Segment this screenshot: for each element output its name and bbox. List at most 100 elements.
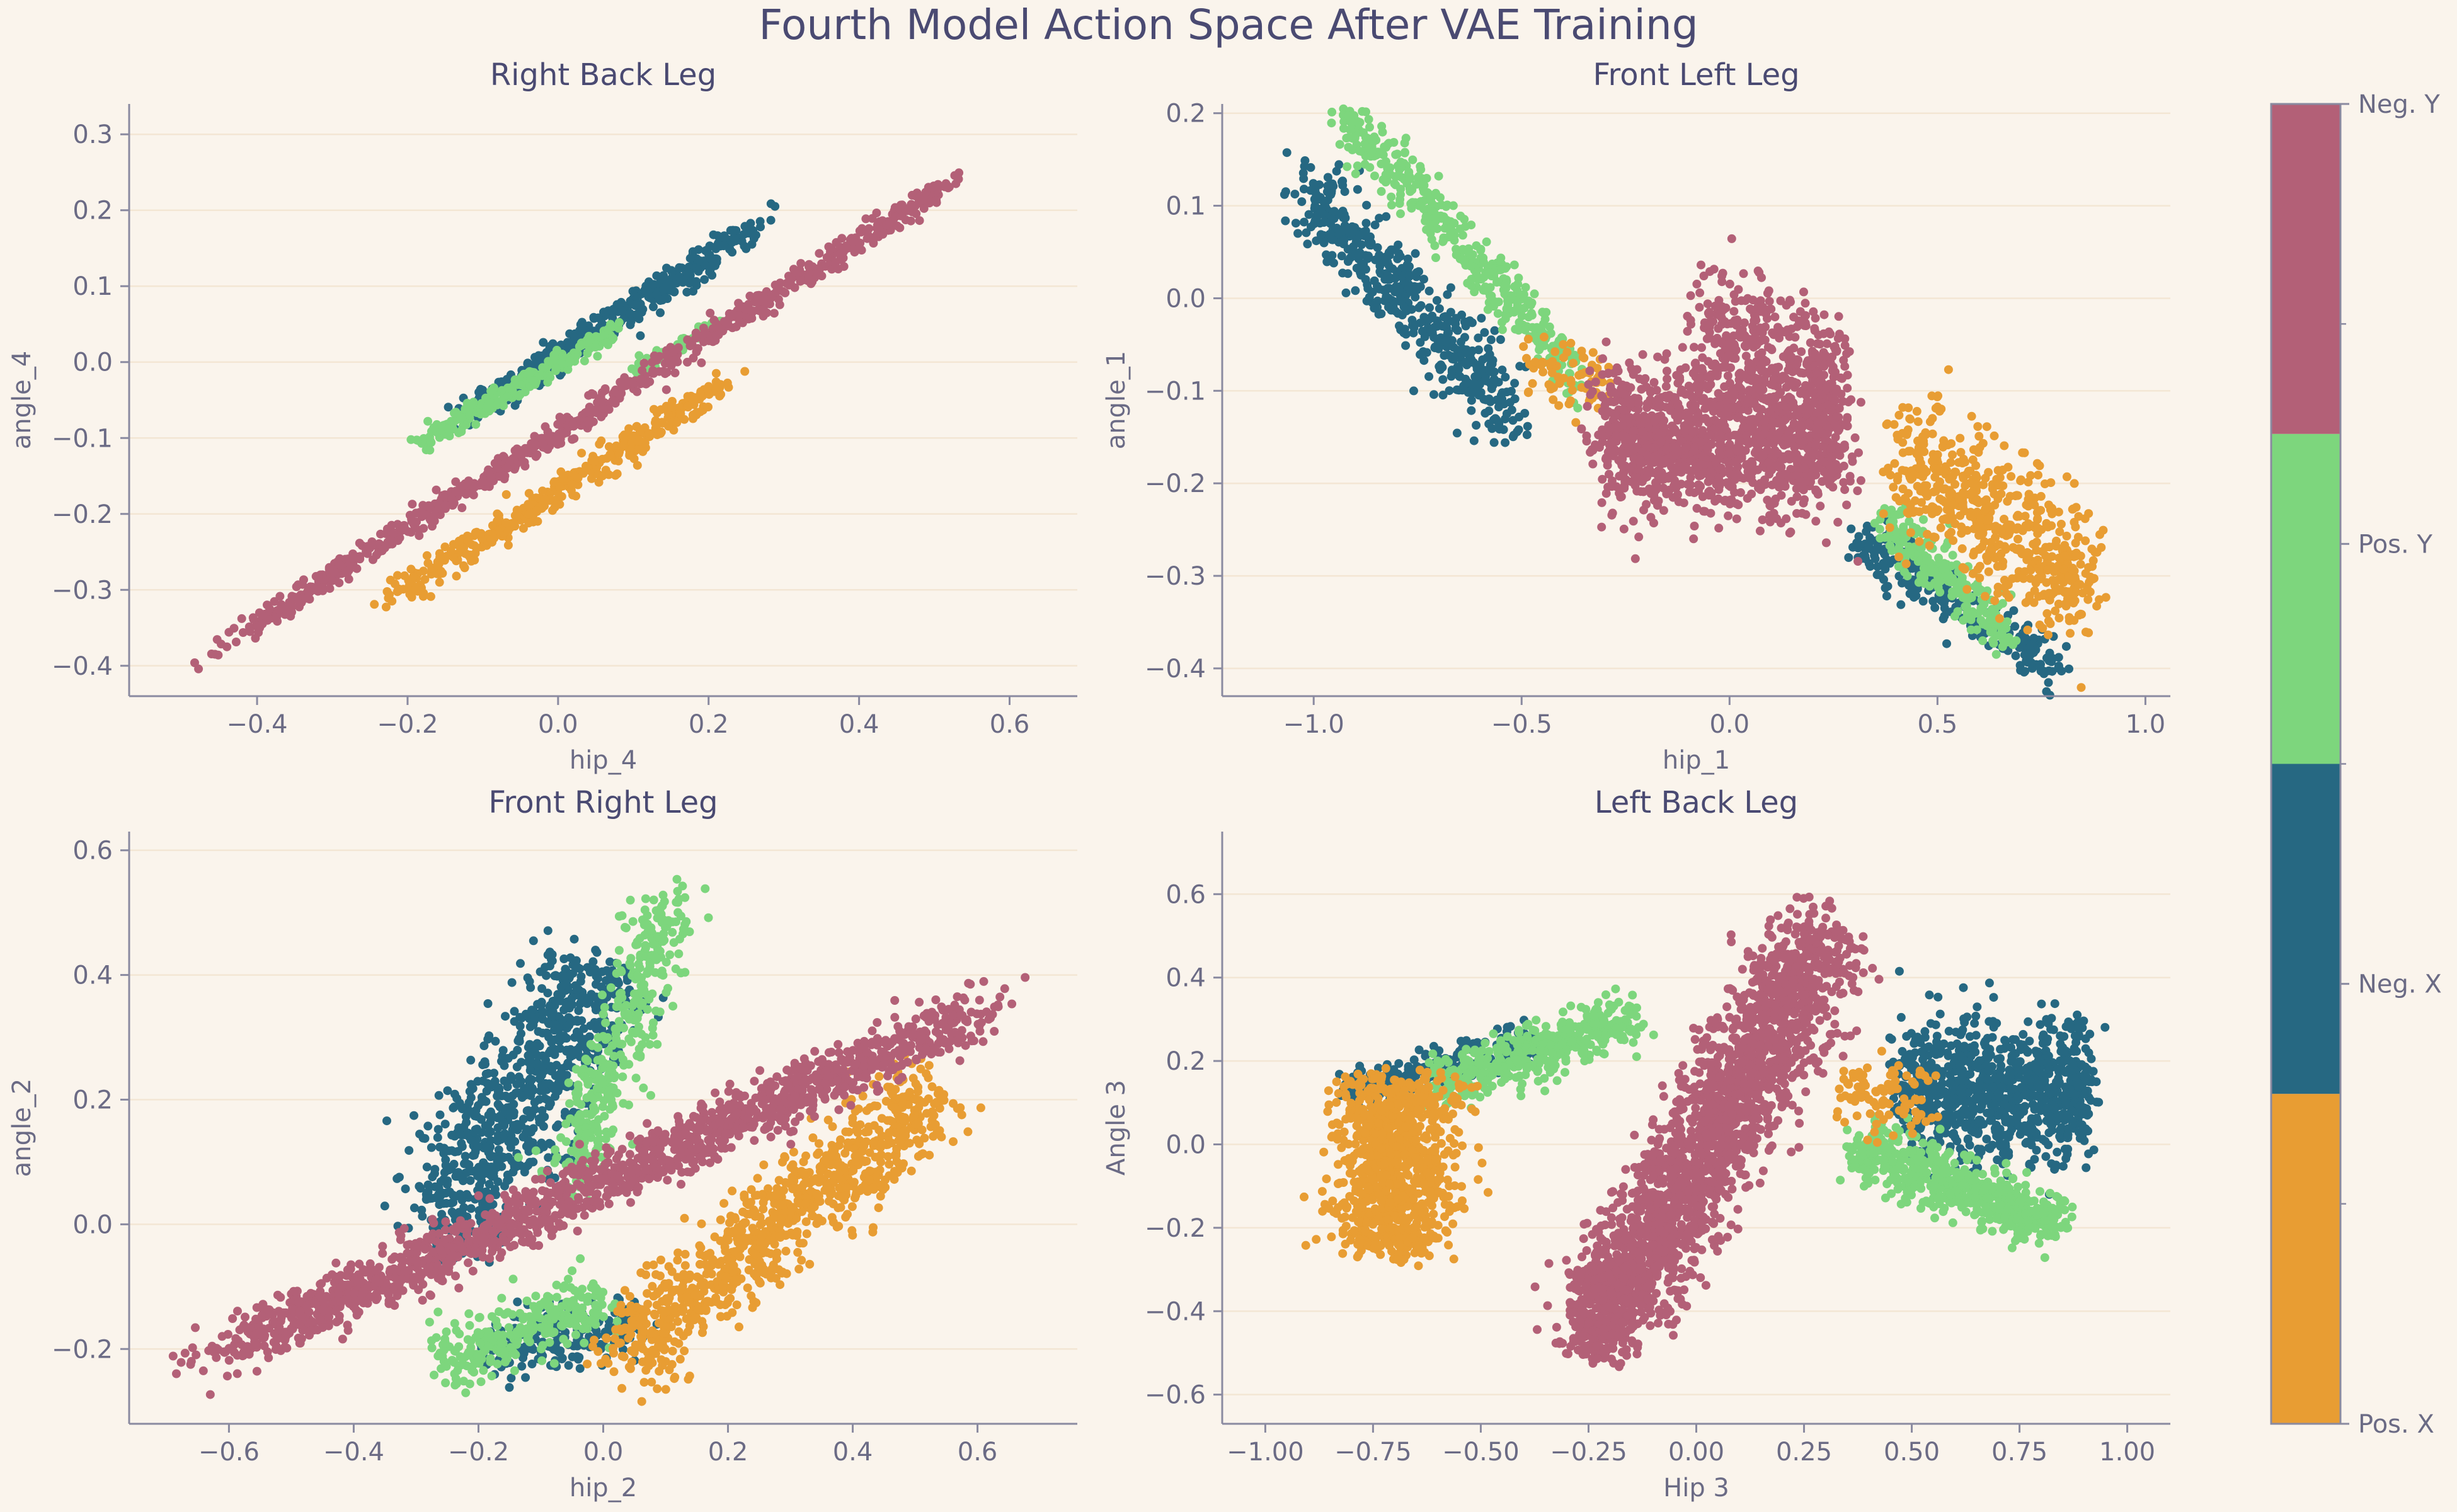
- scatter-point: [1466, 261, 1475, 271]
- scatter-point: [455, 544, 465, 553]
- scatter-point: [435, 578, 444, 587]
- scatter-point: [2088, 556, 2098, 565]
- scatter-point: [1467, 406, 1476, 415]
- scatter-point: [719, 317, 729, 326]
- scatter-point: [408, 500, 417, 509]
- scatter-point: [1446, 283, 1455, 292]
- scatter-point: [1510, 379, 1520, 388]
- scatter-point: [231, 638, 241, 646]
- scatter-point: [1293, 229, 1303, 238]
- scatter-point: [1906, 447, 1915, 456]
- scatter-point: [676, 409, 685, 418]
- scatter-point: [1811, 517, 1821, 526]
- scatter-point: [520, 461, 530, 471]
- scatter-point: [1939, 442, 1948, 452]
- scatter-point: [541, 495, 550, 504]
- scatter-point: [644, 429, 654, 438]
- scatter-point: [2044, 678, 2053, 687]
- y-tick-label: −0.1: [52, 424, 113, 453]
- scatter-point: [1844, 553, 1853, 562]
- scatter-point: [1323, 173, 1332, 182]
- scatter-point: [557, 415, 566, 425]
- scatter-point: [1476, 246, 1486, 255]
- scatter-point: [656, 308, 665, 318]
- y-tick-label: 0.0: [72, 348, 113, 377]
- scatter-point: [1982, 422, 1991, 432]
- scatter-point: [597, 388, 607, 398]
- scatter-point: [1326, 190, 1336, 199]
- scatter-point: [313, 571, 323, 581]
- scatter-point: [2087, 544, 2097, 554]
- scatter-point: [1378, 127, 1387, 137]
- scatter-point: [1959, 489, 1968, 498]
- scatter-point: [1634, 532, 1644, 542]
- scatter-point: [696, 389, 705, 398]
- scatter-point: [1923, 530, 1932, 539]
- scatter-point: [662, 385, 671, 394]
- scatter-point: [210, 650, 220, 659]
- scatter-point: [1316, 230, 1326, 239]
- scatter-point: [460, 563, 469, 573]
- x-tick-label: −0.2: [377, 710, 438, 739]
- scatter-point: [1706, 508, 1715, 518]
- scatter-point: [1953, 607, 1962, 616]
- scatter-point: [1569, 358, 1578, 368]
- scatter-point: [1486, 335, 1496, 345]
- scatter-point: [1996, 489, 2006, 498]
- scatter-point: [1935, 577, 1945, 587]
- scatter-point: [365, 543, 375, 553]
- scatter-point: [1991, 650, 2001, 659]
- scatter-point: [1898, 484, 1908, 493]
- scatter-point: [1468, 388, 1477, 398]
- scatter-point: [503, 541, 513, 550]
- scatter-point: [589, 312, 598, 322]
- scatter-point: [725, 244, 735, 254]
- scatter-point: [2063, 587, 2073, 597]
- scatter-point: [1421, 212, 1431, 222]
- scatter-point: [1364, 251, 1373, 261]
- scatter-point: [652, 290, 662, 299]
- scatter-point: [707, 270, 717, 280]
- scatter-point: [2003, 496, 2012, 506]
- x-tick-label: 0.4: [839, 710, 879, 739]
- scatter-point: [2027, 663, 2037, 673]
- scatter-point: [429, 423, 438, 432]
- scatter-point: [587, 389, 597, 398]
- scatter-point: [835, 249, 844, 259]
- scatter-point: [1377, 159, 1386, 169]
- scatter-point: [1947, 527, 1956, 537]
- scatter-point: [932, 196, 941, 205]
- scatter-point: [1884, 464, 1893, 472]
- scatter-point: [1502, 262, 1511, 272]
- scatter-point: [1638, 350, 1647, 359]
- scatter-point: [1842, 500, 1852, 510]
- scatter-point: [1330, 207, 1339, 216]
- scatter-point: [1343, 162, 1352, 171]
- scatter-point: [1974, 448, 1983, 457]
- scatter-point: [2012, 545, 2021, 554]
- scatter-point: [1364, 115, 1373, 124]
- scatter-point: [704, 403, 713, 411]
- scatter-point: [494, 511, 503, 520]
- scatter-point: [1444, 328, 1453, 338]
- scatter-point: [1432, 295, 1441, 305]
- scatter-point: [1419, 275, 1428, 284]
- scatter-point: [868, 214, 877, 223]
- scatter-point: [1317, 209, 1327, 218]
- scatter-point: [440, 500, 450, 510]
- scatter-point: [573, 473, 583, 483]
- scatter-point: [740, 367, 750, 376]
- scatter-point: [1983, 556, 1992, 565]
- scatter-point: [850, 245, 860, 254]
- scatter-point: [1459, 381, 1469, 391]
- scatter-point: [1930, 603, 1940, 612]
- scatter-point: [2065, 613, 2074, 622]
- scatter-point: [399, 585, 408, 594]
- scatter-point: [2041, 551, 2051, 561]
- scatter-point: [1956, 433, 1965, 443]
- scatter-point: [632, 422, 641, 432]
- y-axis-label: angle_4: [8, 351, 37, 449]
- scatter-point: [1856, 476, 1865, 485]
- scatter-point: [1402, 260, 1412, 270]
